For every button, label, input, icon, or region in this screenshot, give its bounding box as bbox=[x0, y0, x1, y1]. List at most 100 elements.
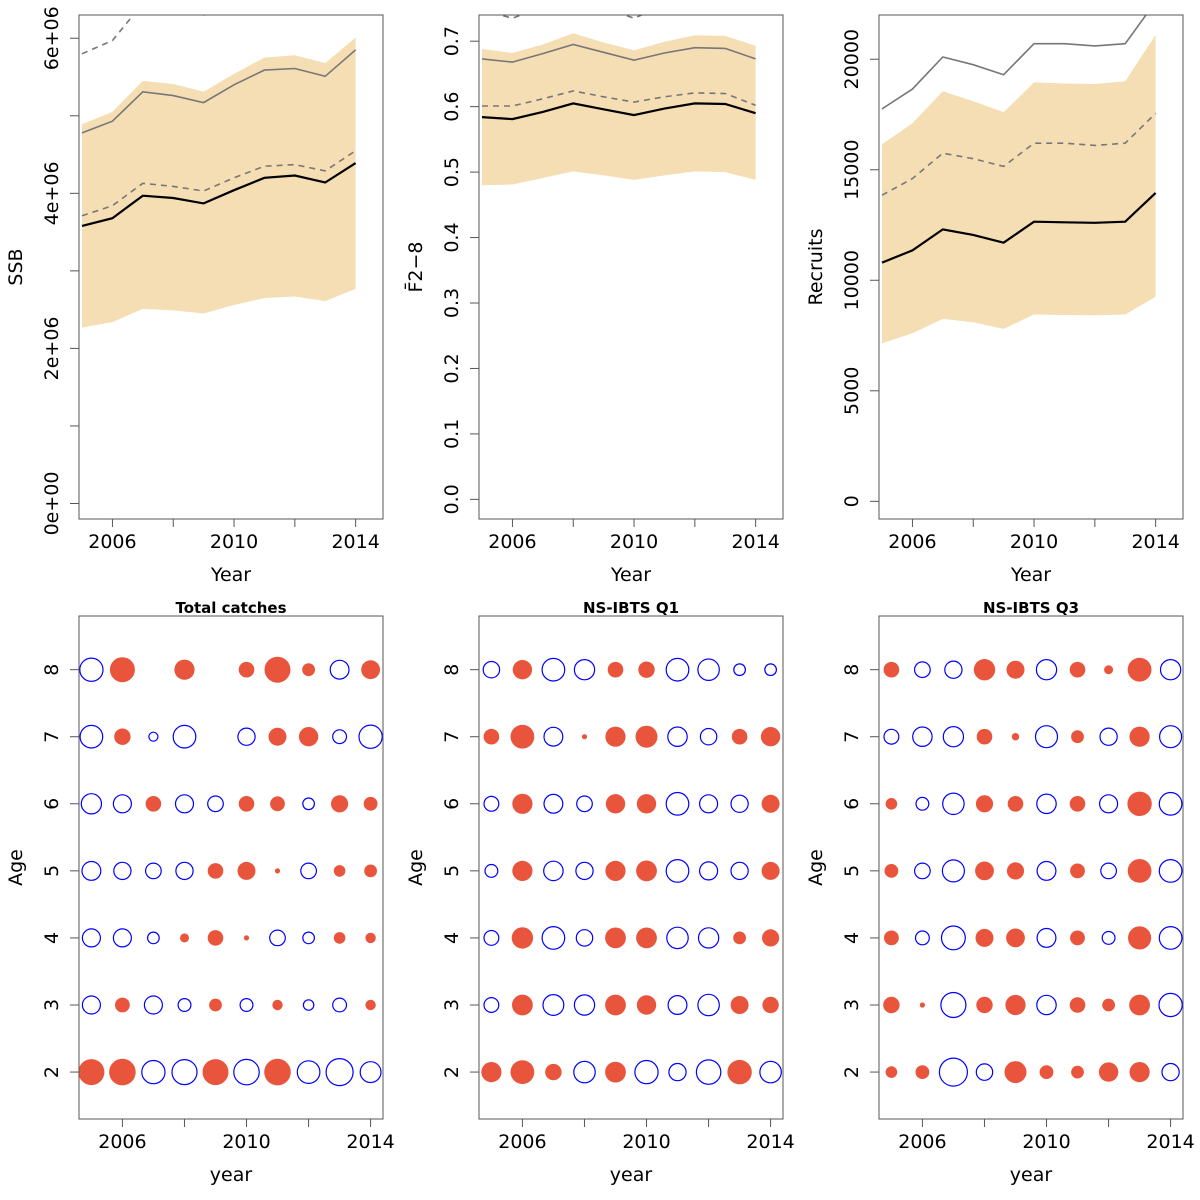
y-tick-label: 3 bbox=[441, 999, 463, 1011]
residual-bubble-2008-age-5 bbox=[975, 861, 994, 881]
residual-bubble-2013-age-5 bbox=[1127, 859, 1152, 883]
residual-bubble-2013-age-5 bbox=[730, 861, 749, 881]
residual-bubble-2013-age-8 bbox=[1127, 657, 1152, 682]
residual-bubble-2010-age-8 bbox=[1035, 659, 1058, 681]
y-tick-label: 2 bbox=[841, 1066, 863, 1078]
y-tick-label: 5 bbox=[441, 865, 463, 877]
plot-area bbox=[81, 15, 357, 328]
confidence-band bbox=[482, 33, 756, 186]
residual-bubble-2007-age-4 bbox=[940, 925, 966, 951]
y-tick-label: 0 bbox=[841, 495, 863, 507]
x-tick-label-2014: 2014 bbox=[1146, 1131, 1194, 1153]
residual-bubble-2011-age-3 bbox=[1069, 997, 1086, 1013]
residual-bubble-2008-age-4 bbox=[575, 929, 594, 947]
residual-bubble-2006-age-2 bbox=[109, 1058, 136, 1086]
y-tick-label: 6 bbox=[441, 798, 463, 810]
residual-bubble-2005-age-2 bbox=[481, 1062, 502, 1083]
residual-bubble-2008-age-7 bbox=[581, 734, 588, 740]
series-estimate-line-0 bbox=[81, 162, 357, 227]
residual-bubble-2009-age-6 bbox=[1007, 796, 1024, 812]
residual-bubble-2008-age-3 bbox=[976, 996, 993, 1014]
y-tick-label: 0.1 bbox=[441, 419, 463, 449]
x-tick-label-2014: 2014 bbox=[331, 531, 379, 553]
residual-bubble-2007-age-5 bbox=[543, 860, 564, 882]
residual-bubble-2007-age-7 bbox=[942, 726, 965, 748]
residual-bubble-2014-age-5 bbox=[364, 864, 377, 878]
panel-title: Total catches bbox=[175, 599, 286, 617]
residual-bubble-2011-age-8 bbox=[264, 656, 291, 683]
residual-bubble-2011-age-3 bbox=[667, 994, 688, 1015]
y-tick-label: 2 bbox=[41, 1066, 63, 1078]
residual-bubble-2008-age-6 bbox=[174, 794, 195, 814]
residual-bubble-2013-age-4 bbox=[1128, 926, 1152, 950]
residual-bubble-2005-age-6 bbox=[80, 793, 103, 815]
residual-bubble-2009-age-8 bbox=[1006, 660, 1025, 679]
residual-bubble-2005-age-3 bbox=[883, 996, 900, 1014]
residual-bubble-2010-age-5 bbox=[237, 861, 256, 880]
residual-bubble-2010-age-4 bbox=[243, 935, 250, 941]
panel-ssb: 2006 2010 2014 Year 0e+00 2e+06 4e+06 6e+06 SSB bbox=[5, 6, 384, 586]
residual-bubble-2006-age-7 bbox=[510, 724, 535, 749]
residual-bubble-2009-age-5 bbox=[605, 860, 626, 882]
residual-bubble-2013-age-5 bbox=[333, 865, 346, 877]
panel-recruits: 2006 2010 2014 Year 0 5000 10000 15000 20000 Recr… bbox=[805, 14, 1184, 586]
residual-bubble-2006-age-5 bbox=[914, 862, 931, 880]
residual-bubble-2011-age-8 bbox=[665, 657, 690, 682]
residual-bubble-2005-age-7 bbox=[79, 724, 104, 749]
residual-bubble-2009-age-5 bbox=[1006, 862, 1025, 880]
y-tick-label: 3 bbox=[41, 999, 63, 1011]
residual-bubble-2005-age-8 bbox=[883, 661, 900, 678]
y-tick-label: 5 bbox=[841, 865, 863, 877]
y-tick-label: 8 bbox=[441, 664, 463, 676]
y-axis-label: Age bbox=[805, 849, 827, 886]
residual-bubble-2014-age-8 bbox=[764, 663, 777, 677]
residual-bubble-2009-age-3 bbox=[209, 998, 222, 1012]
x-tick-label-2010: 2010 bbox=[1022, 1131, 1070, 1153]
plot-frame bbox=[478, 615, 784, 1120]
residual-bubble-2012-age-5 bbox=[1100, 862, 1117, 880]
residual-bubble-2011-age-7 bbox=[268, 727, 287, 746]
residual-bubble-2007-age-6 bbox=[543, 793, 564, 814]
series-estimate-line-0 bbox=[881, 192, 1157, 264]
residual-bubble-2010-age-8 bbox=[638, 661, 655, 678]
residual-bubble-2009-age-2 bbox=[605, 1061, 626, 1083]
residual-bubble-2007-age-5 bbox=[941, 859, 966, 883]
residual-bubble-2013-age-7 bbox=[332, 729, 348, 745]
x-axis-label: year bbox=[210, 1164, 253, 1186]
residual-bubble-2005-age-6 bbox=[483, 795, 500, 812]
residual-bubble-2014-age-6 bbox=[1158, 791, 1183, 816]
panel-title: NS-IBTS Q1 bbox=[583, 599, 679, 617]
residual-bubble-2005-age-8 bbox=[79, 657, 104, 682]
y-tick-label: 5 bbox=[41, 865, 63, 877]
y-tick-label: 0.7 bbox=[441, 26, 463, 56]
residual-bubble-2010-age-2 bbox=[634, 1059, 659, 1085]
residual-bubble-2005-age-4 bbox=[884, 930, 899, 946]
residual-bubble-2008-age-8 bbox=[174, 659, 195, 680]
residual-bubble-2014-age-7 bbox=[760, 727, 781, 747]
residual-bubble-2014-age-5 bbox=[761, 861, 780, 880]
residual-bubble-2007-age-4 bbox=[541, 926, 566, 950]
residual-bubble-2014-age-7 bbox=[1158, 725, 1183, 749]
residual-bubble-2011-age-6 bbox=[665, 791, 690, 816]
residual-bubble-2014-age-6 bbox=[761, 794, 780, 813]
residual-bubble-2012-age-7 bbox=[699, 727, 718, 746]
y-axis-label: SSB bbox=[5, 248, 27, 285]
plot-area bbox=[481, 15, 756, 186]
residual-bubble-2006-age-4 bbox=[511, 927, 534, 949]
residual-bubble-2008-age-3 bbox=[177, 997, 192, 1012]
residual-bubble-2005-age-8 bbox=[482, 660, 501, 679]
x-tick-label-2006: 2006 bbox=[898, 1131, 946, 1153]
residual-bubble-2013-age-4 bbox=[333, 932, 346, 944]
series-upper-line-2 bbox=[81, 49, 357, 134]
residual-bubble-2010-age-2 bbox=[1039, 1065, 1054, 1079]
residual-bubble-2012-age-4 bbox=[302, 931, 316, 945]
residual-bubble-2014-age-6 bbox=[363, 796, 378, 811]
residual-bubble-2014-age-3 bbox=[1158, 992, 1183, 1018]
y-tick-label: 0.3 bbox=[441, 288, 463, 318]
residual-bubble-2005-age-4 bbox=[81, 928, 102, 948]
plot-frame bbox=[78, 615, 384, 1120]
residual-bubble-2009-age-2 bbox=[1004, 1061, 1027, 1084]
x-axis-label: Year bbox=[210, 564, 251, 586]
panel-fishing-mortality: 2006 2010 2014 Year 0.0 0.1 0.2 0.3 0.4 0.5 0.6 0.7… bbox=[403, 14, 784, 586]
residual-bubble-2008-age-7 bbox=[976, 728, 993, 745]
